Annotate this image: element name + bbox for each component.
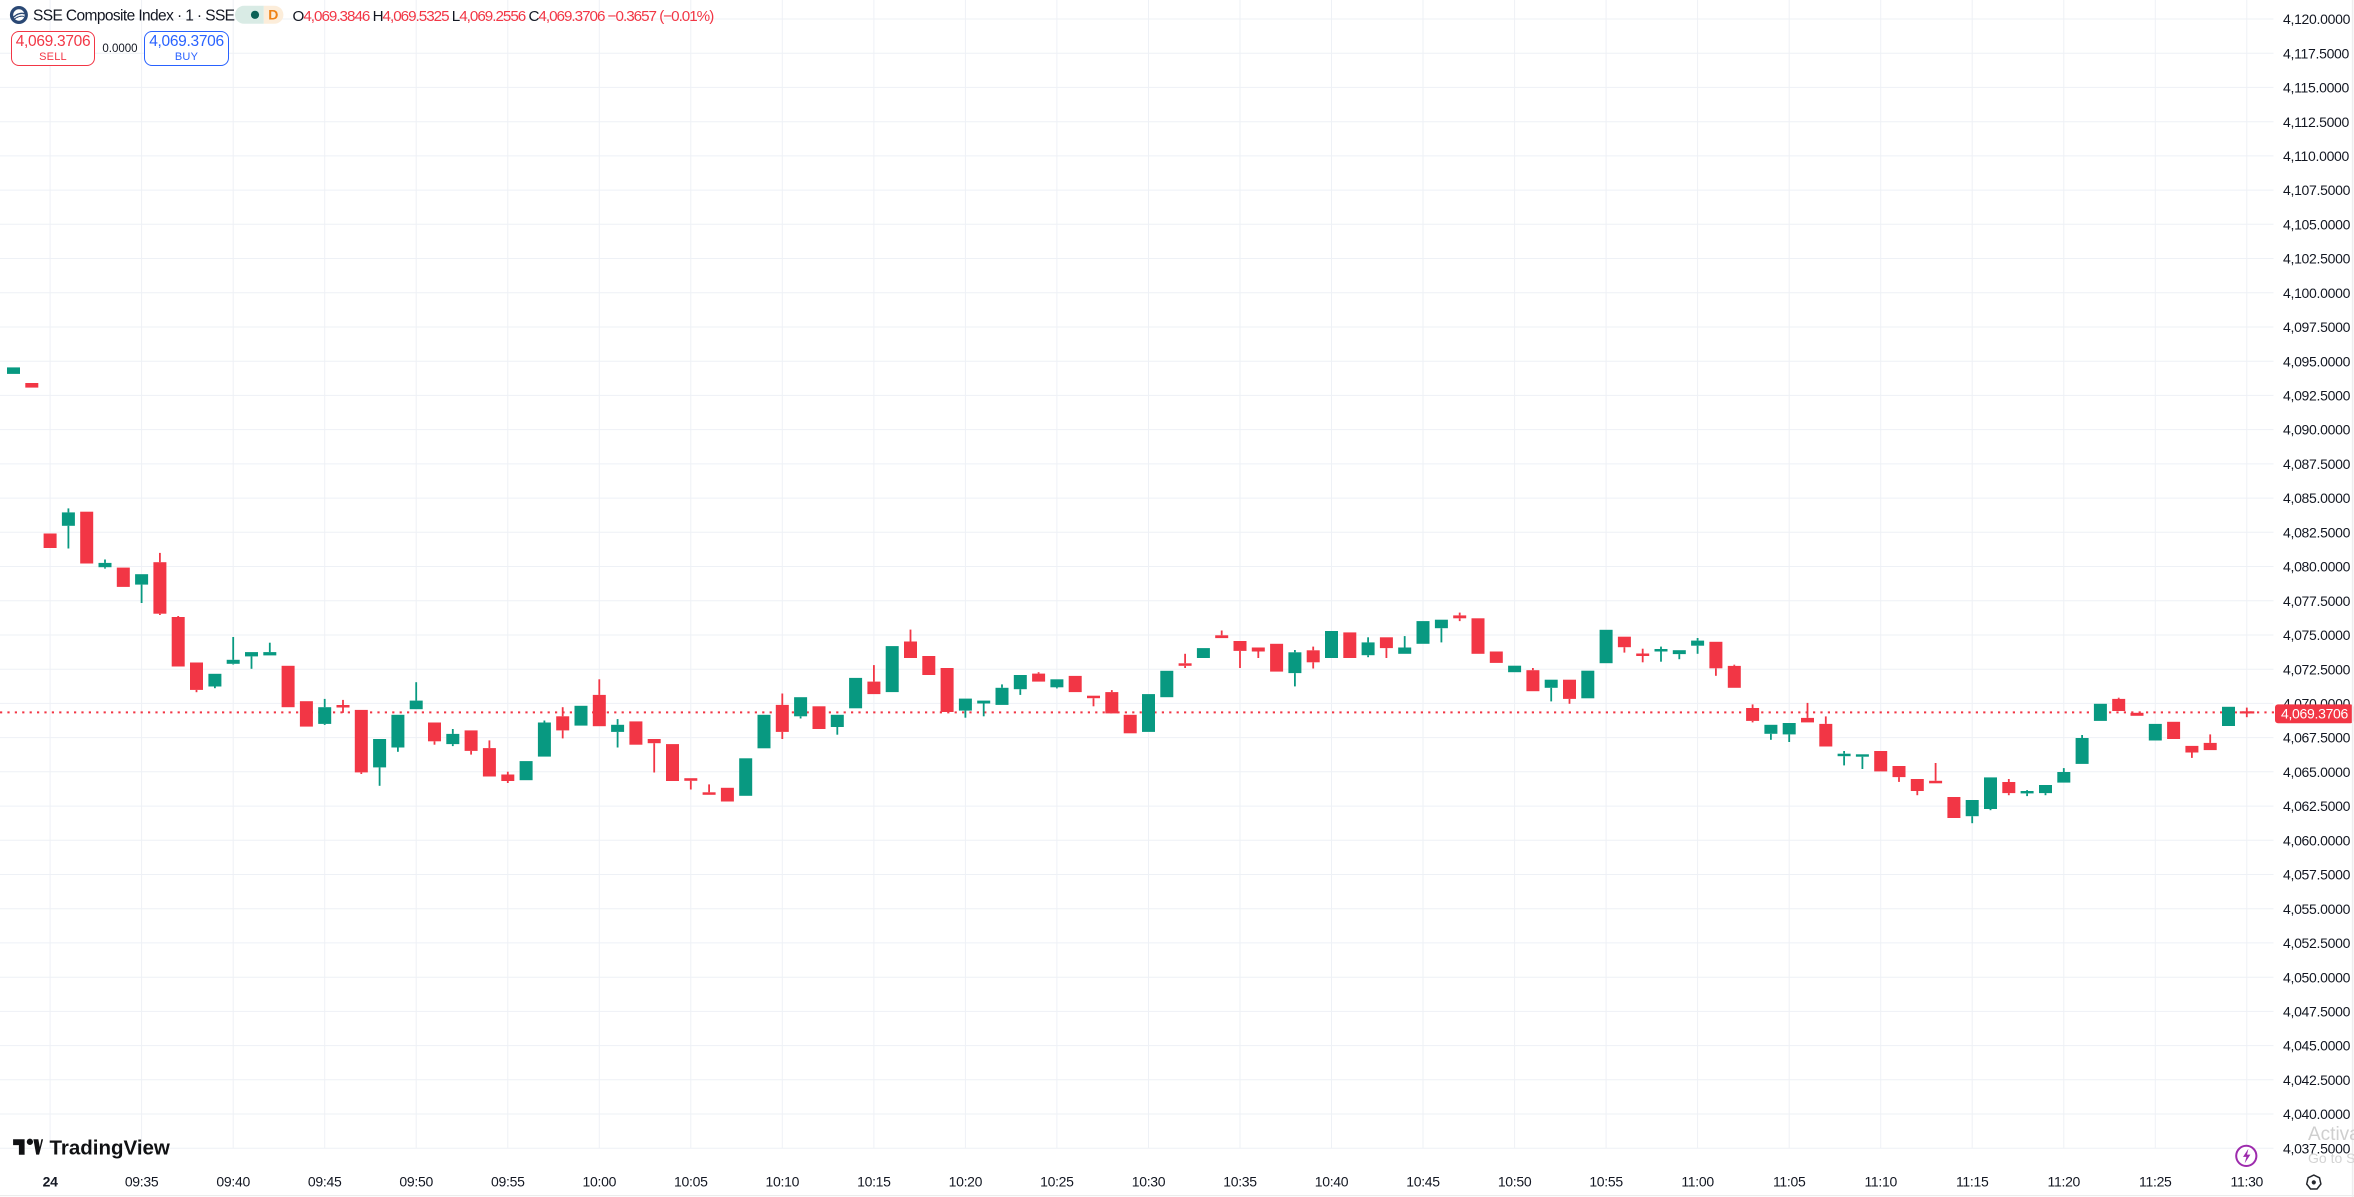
svg-text:10:00: 10:00: [583, 1173, 617, 1189]
svg-text:4,055.0000: 4,055.0000: [2283, 901, 2351, 917]
svg-text:4,085.0000: 4,085.0000: [2283, 490, 2351, 506]
svg-text:4,105.0000: 4,105.0000: [2283, 216, 2351, 232]
svg-text:4,087.5000: 4,087.5000: [2283, 456, 2351, 472]
svg-text:11:10: 11:10: [1864, 1173, 1897, 1189]
svg-text:10:20: 10:20: [949, 1173, 983, 1189]
svg-text:4,050.0000: 4,050.0000: [2283, 969, 2351, 985]
svg-text:4,117.5000: 4,117.5000: [2283, 45, 2350, 61]
svg-text:10:55: 10:55: [1589, 1173, 1623, 1189]
svg-text:09:40: 09:40: [216, 1173, 250, 1189]
svg-text:4,112.5000: 4,112.5000: [2283, 114, 2350, 130]
svg-text:4,115.0000: 4,115.0000: [2283, 80, 2350, 96]
svg-text:11:00: 11:00: [1681, 1173, 1714, 1189]
svg-text:SSE Composite Index · 1 · SSE: SSE Composite Index · 1 · SSE: [33, 8, 235, 25]
svg-text:4,107.5000: 4,107.5000: [2283, 182, 2351, 198]
svg-text:4,072.5000: 4,072.5000: [2283, 661, 2351, 677]
svg-text:4,047.5000: 4,047.5000: [2283, 1004, 2351, 1020]
svg-text:10:50: 10:50: [1498, 1173, 1532, 1189]
svg-text:11:15: 11:15: [1956, 1173, 1989, 1189]
svg-text:10:30: 10:30: [1132, 1173, 1166, 1189]
svg-text:4,062.5000: 4,062.5000: [2283, 798, 2351, 814]
svg-text:10:45: 10:45: [1406, 1173, 1440, 1189]
svg-text:4,120.0000: 4,120.0000: [2283, 11, 2351, 27]
svg-text:4,037.5000: 4,037.5000: [2283, 1140, 2351, 1156]
svg-text:10:35: 10:35: [1223, 1173, 1257, 1189]
svg-text:4,077.5000: 4,077.5000: [2283, 593, 2351, 609]
svg-text:09:55: 09:55: [491, 1173, 525, 1189]
svg-text:09:35: 09:35: [125, 1173, 159, 1189]
svg-text:4,042.5000: 4,042.5000: [2283, 1072, 2351, 1088]
svg-text:10:15: 10:15: [857, 1173, 891, 1189]
svg-text:4,045.0000: 4,045.0000: [2283, 1038, 2351, 1054]
svg-text:11:30: 11:30: [2231, 1173, 2264, 1189]
svg-text:11:20: 11:20: [2048, 1173, 2081, 1189]
svg-text:10:10: 10:10: [766, 1173, 800, 1189]
svg-text:09:50: 09:50: [399, 1173, 433, 1189]
svg-text:4,082.5000: 4,082.5000: [2283, 524, 2351, 540]
svg-text:4,092.5000: 4,092.5000: [2283, 388, 2351, 404]
svg-text:4,090.0000: 4,090.0000: [2283, 422, 2351, 438]
svg-text:10:05: 10:05: [674, 1173, 708, 1189]
svg-text:4,060.0000: 4,060.0000: [2283, 832, 2351, 848]
svg-text:11:25: 11:25: [2139, 1173, 2172, 1189]
svg-text:4,100.0000: 4,100.0000: [2283, 285, 2351, 301]
svg-text:11:05: 11:05: [1773, 1173, 1806, 1189]
svg-text:4,075.0000: 4,075.0000: [2283, 627, 2351, 643]
svg-text:4,069.3706: 4,069.3706: [2281, 705, 2349, 721]
svg-text:10:40: 10:40: [1315, 1173, 1349, 1189]
svg-text:09:45: 09:45: [308, 1173, 342, 1189]
svg-text:4,110.0000: 4,110.0000: [2283, 148, 2350, 164]
svg-text:4,040.0000: 4,040.0000: [2283, 1106, 2351, 1122]
svg-text:10:25: 10:25: [1040, 1173, 1074, 1189]
svg-text:4,097.5000: 4,097.5000: [2283, 319, 2351, 335]
svg-text:O4,069.3846 H4,069.5325 L4,069: O4,069.3846 H4,069.5325 L4,069.2556 C4,0…: [293, 8, 715, 25]
svg-text:4,080.0000: 4,080.0000: [2283, 559, 2351, 575]
svg-text:D: D: [268, 7, 278, 23]
svg-text:4,057.5000: 4,057.5000: [2283, 867, 2351, 883]
svg-text:4,065.0000: 4,065.0000: [2283, 764, 2351, 780]
svg-text:4,052.5000: 4,052.5000: [2283, 935, 2351, 951]
svg-text:TradingView: TradingView: [50, 1136, 170, 1159]
svg-text:24: 24: [43, 1173, 58, 1189]
svg-text:4,102.5000: 4,102.5000: [2283, 251, 2351, 267]
svg-text:4,067.5000: 4,067.5000: [2283, 730, 2351, 746]
svg-text:4,095.0000: 4,095.0000: [2283, 353, 2351, 369]
